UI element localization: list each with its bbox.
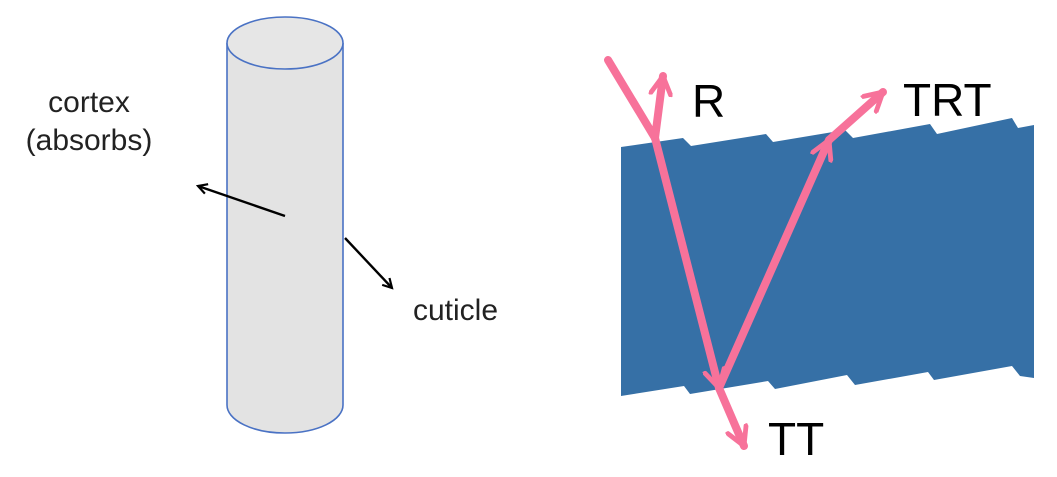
r-ray: [655, 72, 663, 142]
cortex-label: cortex: [48, 86, 130, 119]
cortex-arrow: [198, 186, 286, 218]
incident-ray: [604, 56, 659, 142]
internal-reflection-ray: [715, 136, 829, 392]
trt-ray: [825, 88, 887, 144]
trt-label: TRT: [903, 74, 992, 126]
cuticle-arrow: [344, 237, 392, 288]
hair-cylinder: [226, 16, 344, 434]
refracted-ray: [651, 134, 719, 392]
cylinder-body: [226, 43, 344, 434]
tt-ray: [715, 384, 744, 450]
tt-label: TT: [768, 413, 824, 465]
cylinder-top: [226, 16, 344, 70]
cuticle-label: cuticle: [413, 294, 498, 327]
absorbs-label: (absorbs): [26, 124, 153, 157]
r-label: R: [692, 75, 725, 127]
scattering-rays: [604, 56, 887, 450]
hair-fiber: [621, 118, 1034, 396]
